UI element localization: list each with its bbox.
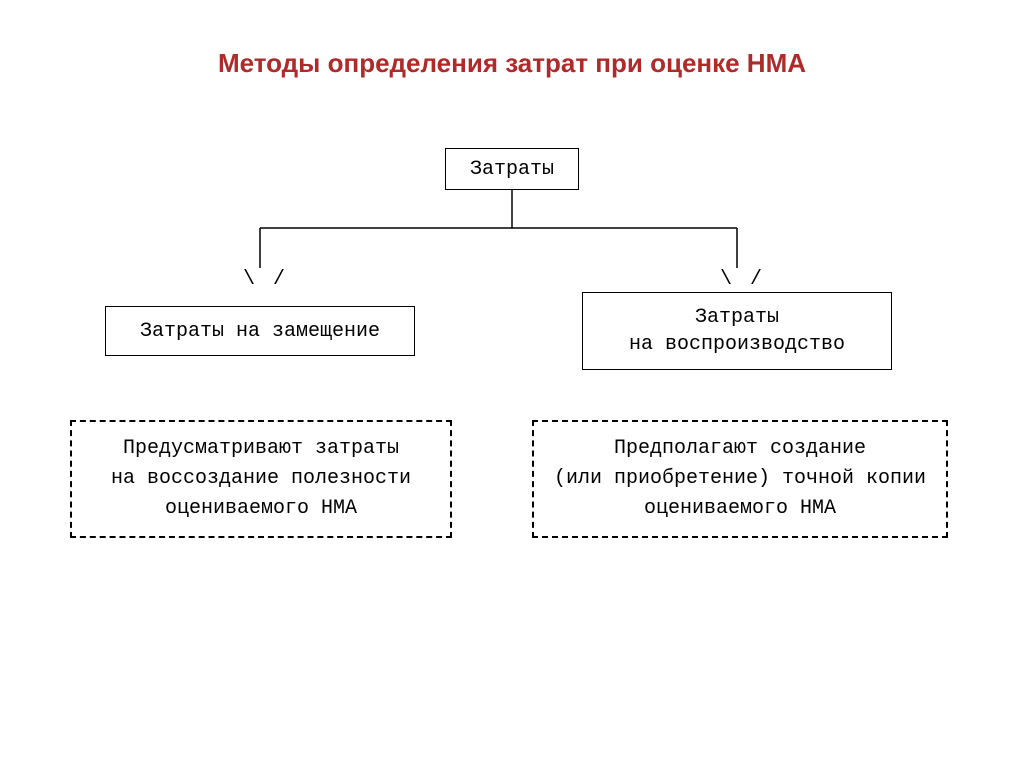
- page-title: Методы определения затрат при оценке НМА: [0, 48, 1024, 79]
- connector-lines: [0, 0, 1024, 767]
- node-right-desc: Предполагают создание (или приобретение)…: [532, 420, 948, 538]
- arrow-left-icon: \ /: [243, 268, 288, 291]
- arrow-right-icon: \ /: [720, 268, 765, 291]
- page: Методы определения затрат при оценке НМА…: [0, 0, 1024, 767]
- node-root: Затраты: [445, 148, 579, 190]
- node-right: Затраты на воспроизводство: [582, 292, 892, 370]
- node-left: Затраты на замещение: [105, 306, 415, 356]
- node-left-desc: Предусматривают затраты на воссоздание п…: [70, 420, 452, 538]
